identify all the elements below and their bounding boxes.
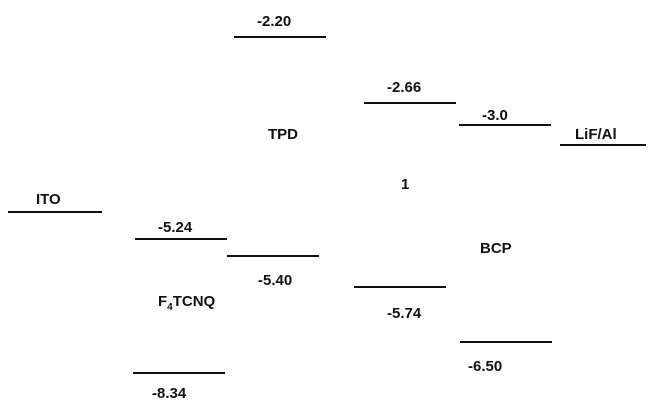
f4tcnq-label-subscript: 4 [167, 302, 173, 313]
f4tcnq-label: F4TCNQ [158, 293, 216, 313]
bcp-label: BCP [480, 240, 512, 257]
lif-al-label: LiF/Al [575, 126, 617, 143]
f4tcnq-upper-level-value: -5.24 [158, 219, 193, 236]
tpd-upper-level-value: -2.20 [257, 13, 291, 30]
f4tcnq-label-prefix: F [158, 293, 167, 310]
compound1-upper-level-value: -2.66 [387, 79, 421, 96]
ito-label: ITO [36, 191, 61, 208]
tpd-label: TPD [268, 126, 298, 143]
compound1-label: 1 [401, 176, 409, 193]
bcp-lower-level-value: -6.50 [468, 358, 502, 375]
f4tcnq-lower-level-value: -8.34 [152, 385, 187, 402]
compound1-lower-level-value: -5.74 [387, 305, 422, 322]
tpd-lower-level-value: -5.40 [258, 272, 292, 289]
bcp-upper-level-value: -3.0 [482, 107, 508, 124]
f4tcnq-label-suffix: TCNQ [173, 293, 216, 310]
